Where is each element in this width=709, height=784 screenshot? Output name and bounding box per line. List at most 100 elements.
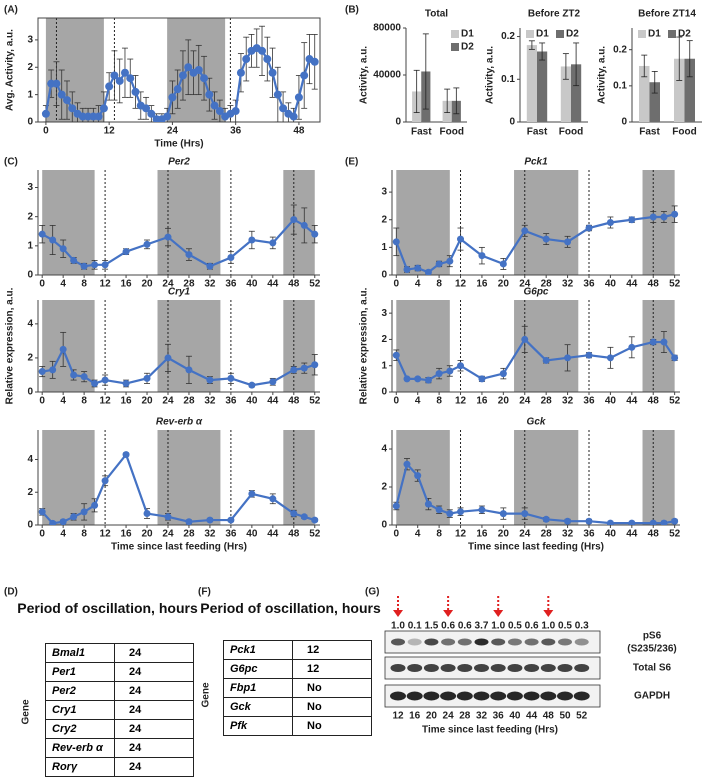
data-point [91, 501, 99, 509]
x-tick-label: 20 [141, 529, 153, 540]
ps6-band [424, 638, 439, 646]
data-point [184, 63, 193, 72]
panel-label: (A) [4, 5, 18, 16]
error-bar [573, 42, 580, 87]
total-s6-band [524, 664, 540, 672]
chart-title: Per2 [168, 157, 190, 168]
x-tick-label: 52 [309, 529, 321, 540]
chart-title: Before ZT2 [528, 9, 581, 20]
y-tick-label: 0 [27, 270, 33, 281]
gapdh-band [490, 691, 507, 701]
x-tick-label: 36 [230, 126, 242, 137]
y-tick-label: 0.2 [613, 44, 627, 55]
chart-title: Gck [527, 417, 546, 428]
x-tick-label: 40 [605, 396, 617, 407]
chart-title: Before ZT14 [638, 9, 696, 20]
total-s6-band [574, 664, 590, 672]
lane-label: 40 [509, 711, 521, 722]
period-cell: 24 [114, 757, 194, 777]
data-point [163, 112, 172, 121]
error-bar [562, 53, 569, 80]
data-point [269, 378, 277, 386]
period-cell: No [292, 716, 372, 736]
lane-label: 36 [493, 711, 505, 722]
x-tick-label: 32 [562, 279, 574, 290]
data-point [649, 519, 657, 525]
legend-swatch [526, 30, 534, 38]
y-tick-label: 1 [27, 240, 33, 251]
x-tick-label: 44 [267, 529, 279, 540]
total-s6-band [507, 664, 523, 672]
data-point [457, 235, 465, 243]
x-tick-label: 36 [583, 529, 595, 540]
data-point [478, 506, 486, 514]
data-point [248, 236, 256, 244]
y-tick-label: 0.2 [501, 31, 515, 42]
table-row: Fbp1 No [223, 678, 372, 698]
data-point [215, 107, 224, 116]
arrow [543, 596, 554, 617]
data-point [122, 451, 130, 459]
x-tick-label: 24 [167, 126, 179, 137]
lane-label: 44 [526, 711, 538, 722]
data-point [59, 245, 67, 253]
data-point [606, 354, 614, 362]
x-tick-label: 24 [162, 396, 174, 407]
x-tick-label: 48 [288, 396, 300, 407]
x-tick-label: 48 [288, 529, 300, 540]
x-tick-label: 40 [246, 279, 258, 290]
x-tick-label: 44 [267, 396, 279, 407]
error-bar [651, 70, 658, 94]
data-point [289, 112, 298, 121]
data-point [457, 508, 465, 516]
data-point [310, 57, 319, 66]
x-tick-label: 48 [288, 279, 300, 290]
legend-label: D2 [566, 29, 579, 40]
data-point [80, 262, 88, 270]
dark-phase [283, 300, 315, 392]
data-point [649, 213, 657, 221]
gene-cell: Per2 [45, 681, 115, 701]
ratio-label: 0.5 [558, 621, 572, 632]
dark-phase [42, 170, 95, 275]
data-point [143, 510, 151, 518]
ps6-band [407, 638, 422, 646]
bar [684, 58, 695, 122]
data-point [70, 513, 78, 521]
data-point [457, 362, 465, 370]
x-tick-label: 4 [60, 396, 66, 407]
arrow-head [443, 610, 454, 617]
data-point [80, 373, 88, 381]
data-point [59, 518, 67, 525]
x-tick-label: 16 [120, 396, 132, 407]
data-point [279, 104, 288, 113]
data-point [424, 376, 432, 384]
x-tick-label: 8 [81, 529, 87, 540]
y-axis-label: Relative expression, a.u. [359, 287, 370, 404]
period-cell: No [292, 678, 372, 698]
x-tick-label: 28 [183, 279, 195, 290]
gene-cell: Fbp1 [223, 678, 293, 698]
total-s6-band [390, 664, 406, 672]
x-axis-label: Time since last feeding (Hrs) [111, 542, 247, 553]
x-tick-label: 8 [81, 396, 87, 407]
x-tick-label: 8 [436, 529, 442, 540]
dark-phase [514, 300, 579, 392]
legend-swatch [451, 30, 459, 38]
bar [639, 65, 650, 122]
data-point [671, 354, 679, 362]
y-axis-label: Activity, a.u. [597, 46, 608, 104]
x-tick-label: 4 [415, 396, 421, 407]
total-s6-band [474, 664, 489, 672]
data-point [606, 519, 614, 525]
y-tick-label: 40000 [373, 70, 401, 81]
data-point [424, 268, 432, 275]
y-tick-label: 2 [27, 353, 33, 364]
x-tick-label: 16 [476, 529, 488, 540]
period-cell: 12 [292, 640, 372, 660]
x-tick-label: 40 [605, 529, 617, 540]
gene-cell: Pck1 [223, 640, 293, 660]
data-point [628, 343, 636, 351]
error-bar [422, 33, 429, 110]
data-point [564, 238, 572, 246]
